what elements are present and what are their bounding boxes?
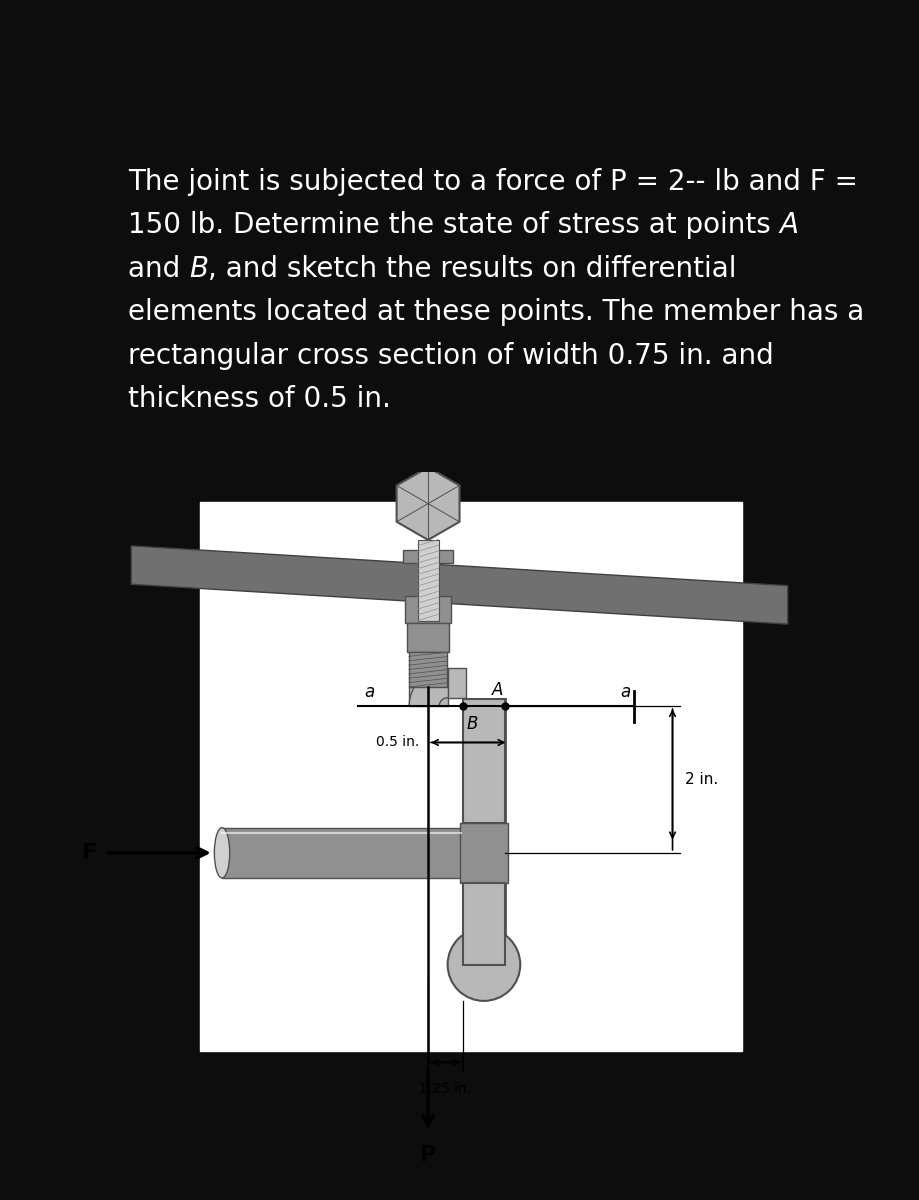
Bar [460,823,508,882]
Text: rectangular cross section of width 0.75 in. and: rectangular cross section of width 0.75 … [128,342,774,370]
Bar [448,667,467,697]
Circle shape [470,947,482,958]
Bar [407,623,449,652]
Bar [409,667,447,706]
Text: and: and [128,254,188,283]
Polygon shape [131,546,788,624]
Text: 150 lb. Determine the state of stress at points: 150 lb. Determine the state of stress at… [128,211,779,240]
Text: a: a [620,683,630,701]
Circle shape [448,929,520,1001]
Text: A: A [779,211,799,240]
Text: A: A [493,682,504,700]
Bar [222,828,461,878]
Bar [409,652,448,686]
Bar [409,686,448,706]
Bar [463,700,505,965]
Text: a: a [364,683,374,701]
Text: P: P [420,1145,437,1165]
Bar [463,700,505,823]
Bar [417,540,438,620]
Text: 1.25 in.: 1.25 in. [419,1082,471,1096]
Text: F: F [82,842,97,863]
Text: The joint is subjected to a force of P = 2-- lb and F =: The joint is subjected to a force of P =… [128,168,857,196]
Bar [463,882,505,965]
Ellipse shape [214,828,230,878]
Text: 2 in.: 2 in. [685,772,719,787]
Bar [405,596,451,623]
Bar [200,502,742,1051]
Text: thickness of 0.5 in.: thickness of 0.5 in. [128,385,391,413]
Polygon shape [397,467,460,540]
Text: B: B [467,714,478,732]
Bar [409,667,447,706]
Text: 0.5 in.: 0.5 in. [377,736,420,750]
Text: elements located at these points. The member has a: elements located at these points. The me… [128,299,864,326]
Polygon shape [409,667,448,706]
Text: B: B [188,254,208,283]
Bar [403,550,453,563]
Text: , and sketch the results on differential: , and sketch the results on differential [208,254,736,283]
